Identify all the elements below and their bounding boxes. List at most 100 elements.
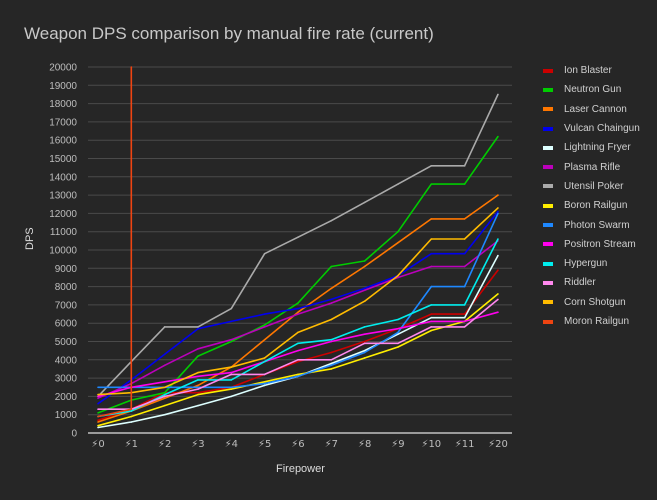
data-point — [497, 210, 499, 213]
legend-label: Boron Railgun — [564, 200, 628, 212]
y-tick-label: 5000 — [55, 337, 78, 348]
legend-swatch — [543, 145, 553, 150]
data-point — [97, 386, 99, 389]
data-point — [297, 373, 299, 376]
legend-label: Riddler — [564, 277, 596, 289]
data-point — [297, 307, 299, 310]
x-tick-label: ⚡6 — [291, 439, 304, 450]
legend-item[interactable]: Laser Cannon — [543, 100, 640, 119]
data-point — [163, 391, 166, 394]
data-point — [463, 313, 466, 315]
y-tick-label: 18000 — [49, 99, 77, 110]
data-point — [263, 384, 266, 387]
data-point — [330, 351, 333, 354]
x-tick-label: ⚡10 — [421, 439, 441, 450]
data-point — [463, 218, 466, 220]
data-point — [430, 313, 433, 315]
y-tick-label: 19000 — [49, 81, 77, 92]
data-point — [263, 382, 266, 385]
legend-item[interactable]: Corn Shotgun — [543, 293, 640, 312]
y-tick-label: 17000 — [49, 117, 77, 128]
legend: Ion Blaster Neutron Gun Laser Cannon Vulcan… — [543, 61, 640, 331]
data-point — [497, 207, 499, 209]
y-tick-label: 8000 — [55, 282, 78, 293]
legend-label: Lightning Fryer — [564, 142, 631, 154]
data-point — [97, 412, 99, 414]
data-point — [163, 326, 166, 328]
legend-swatch — [543, 87, 553, 92]
legend-item[interactable]: Moron Railgun — [543, 312, 640, 331]
data-point — [130, 408, 133, 411]
data-point — [330, 265, 333, 268]
legend-swatch — [543, 319, 553, 324]
data-point — [497, 269, 499, 271]
data-point — [363, 333, 366, 335]
legend-item[interactable]: Utensil Poker — [543, 177, 640, 196]
data-point — [197, 327, 199, 330]
data-point — [430, 265, 433, 268]
data-point — [497, 194, 499, 196]
legend-swatch — [543, 68, 553, 73]
data-point — [397, 183, 399, 185]
data-point — [297, 302, 299, 304]
legend-item[interactable]: Photon Swarm — [543, 215, 640, 234]
legend-swatch — [543, 107, 553, 112]
x-tick-label: ⚡11 — [455, 439, 475, 450]
data-point — [130, 410, 133, 412]
series-line-riddler — [98, 298, 499, 411]
data-point — [363, 351, 366, 354]
x-tick-label: ⚡7 — [325, 439, 338, 450]
data-point — [363, 357, 366, 359]
legend-item[interactable]: Boron Railgun — [543, 196, 640, 215]
data-point — [463, 238, 466, 240]
x-tick-label: ⚡2 — [158, 439, 171, 450]
y-tick-label: 20000 — [49, 63, 77, 74]
data-point — [97, 395, 99, 398]
data-point — [330, 219, 333, 222]
y-tick-label: 7000 — [55, 300, 78, 311]
data-point — [230, 386, 233, 389]
legend-label: Hypergun — [564, 258, 608, 270]
legend-item[interactable]: Positron Stream — [543, 235, 640, 254]
legend-label: Vulcan Chaingun — [564, 123, 640, 135]
data-point — [197, 375, 199, 378]
y-tick-label: 9000 — [55, 264, 78, 275]
data-point — [330, 318, 333, 321]
data-point — [197, 384, 199, 387]
x-tick-label: ⚡8 — [358, 439, 371, 450]
x-tick-label: ⚡5 — [258, 439, 271, 450]
data-point — [497, 135, 499, 138]
y-tick-label: 11000 — [50, 227, 78, 238]
legend-label: Photon Swarm — [564, 219, 630, 231]
data-point — [97, 393, 99, 396]
data-point — [163, 386, 166, 389]
legend-label: Positron Stream — [564, 238, 636, 250]
legend-item[interactable]: Lightning Fryer — [543, 138, 640, 157]
legend-item[interactable]: Riddler — [543, 273, 640, 292]
data-point — [430, 304, 433, 306]
legend-item[interactable]: Vulcan Chaingun — [543, 119, 640, 138]
legend-item[interactable]: Hypergun — [543, 254, 640, 273]
data-point — [430, 285, 433, 288]
data-point — [430, 252, 433, 255]
legend-item[interactable]: Neutron Gun — [543, 80, 640, 99]
data-point — [163, 413, 166, 416]
data-point — [463, 326, 466, 328]
y-tick-label: 1000 — [55, 410, 78, 421]
data-point — [97, 408, 99, 411]
data-point — [297, 375, 299, 378]
data-point — [97, 402, 99, 405]
data-point — [397, 274, 399, 277]
data-point — [263, 313, 266, 315]
data-point — [163, 397, 166, 400]
data-point — [197, 326, 199, 328]
data-point — [463, 252, 466, 255]
data-point — [397, 342, 399, 345]
data-point — [330, 340, 333, 343]
data-point — [330, 368, 333, 370]
data-point — [263, 360, 266, 363]
data-point — [263, 252, 266, 255]
x-tick-label: ⚡9 — [391, 439, 404, 450]
legend-item[interactable]: Ion Blaster — [543, 61, 640, 80]
legend-item[interactable]: Plasma Rifle — [543, 157, 640, 176]
